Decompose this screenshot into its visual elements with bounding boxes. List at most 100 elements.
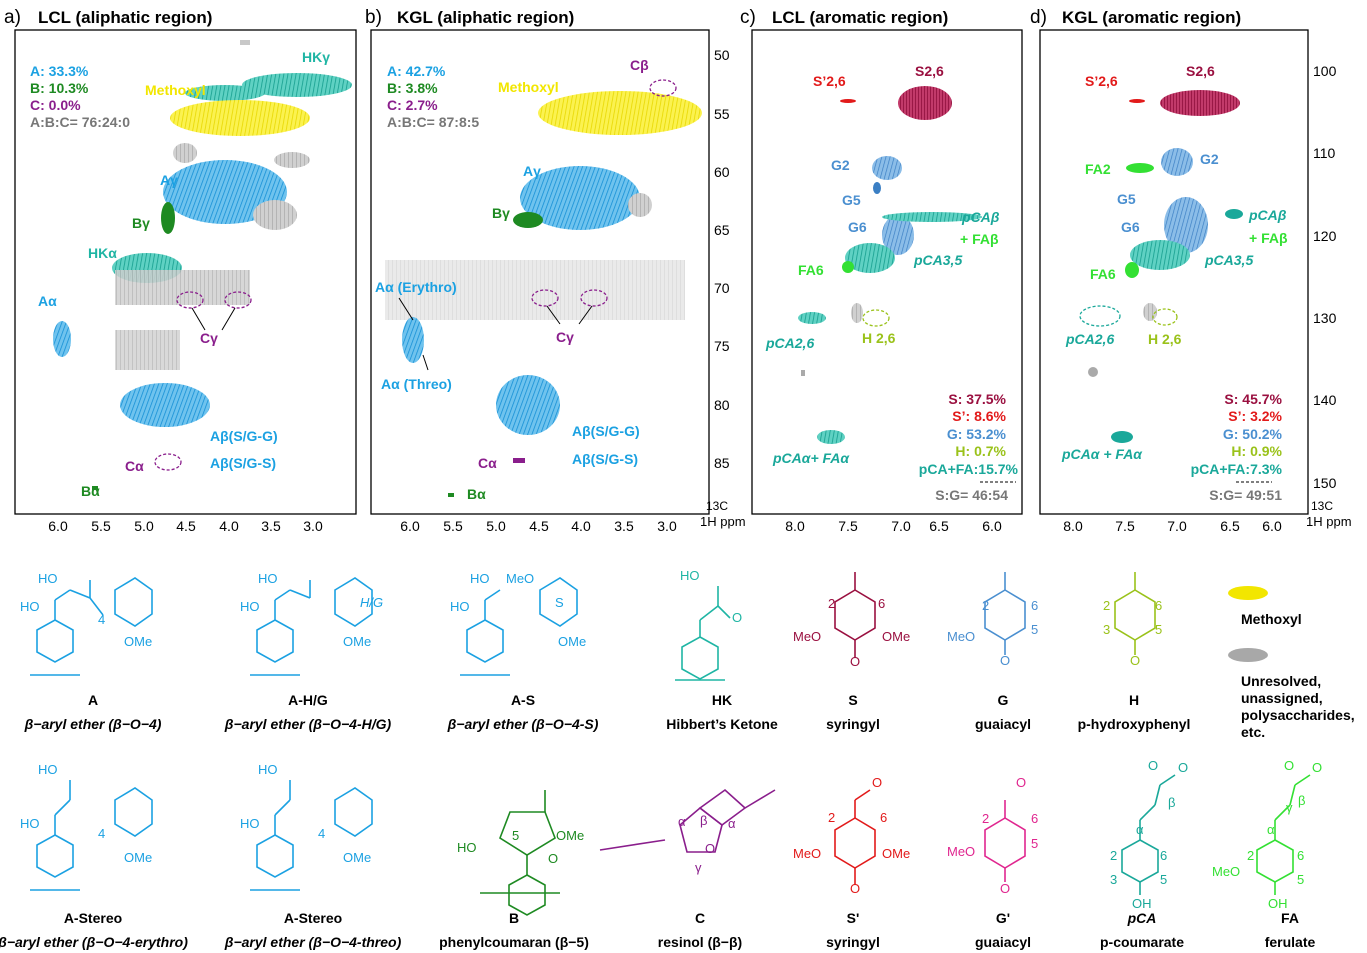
label-cb: Cβ	[630, 57, 649, 73]
text-ho: HO	[457, 840, 477, 855]
legend-unresolved-line: etc.	[1241, 724, 1265, 740]
text-alpha: α	[678, 814, 686, 829]
text-ho: HO	[258, 571, 278, 586]
panel-b-frame	[370, 29, 710, 515]
text-ho: HO	[258, 762, 278, 777]
s26-signal	[1160, 90, 1240, 116]
text-s: S	[555, 595, 564, 610]
caption-code: HK	[712, 692, 732, 708]
tick: 6.5	[929, 518, 949, 534]
label-ab1: Aβ(S/G-G)	[210, 428, 278, 444]
text-4: 4	[98, 612, 105, 627]
s26-signal	[898, 86, 952, 120]
caption-code: G	[998, 692, 1009, 708]
text-ho: HO	[450, 599, 470, 614]
panel-a-title: LCL (aliphatic region)	[38, 8, 212, 27]
label-s26p: S’2,6	[813, 73, 846, 89]
tick: 6.5	[1220, 518, 1240, 534]
structures-row-1: HO HO OMe 4 HO HO OMe H/G HO MeO	[20, 568, 1355, 740]
label-ca: Cα	[478, 455, 497, 471]
label-pca26: pCA2,6	[1065, 331, 1114, 347]
text-4: 4	[318, 826, 325, 841]
stat-ratio: A:B:C= 87:8:5	[387, 114, 479, 130]
text-oh: OH	[1132, 896, 1152, 911]
stat-pcafa: pCA+FA:7.3%	[1191, 461, 1283, 477]
label-g2: G2	[831, 157, 850, 173]
text-5: 5	[1160, 872, 1167, 887]
tick: 4.0	[571, 518, 591, 534]
tick: 5.5	[91, 518, 111, 534]
label-cg: Cγ	[556, 329, 574, 345]
tick: 3.5	[261, 518, 281, 534]
label-ag: Aγ	[160, 172, 178, 188]
text-o: O	[1284, 758, 1294, 773]
caption-name: guaiacyl	[975, 934, 1031, 950]
tick: 130	[1313, 310, 1337, 326]
tick: 5.0	[134, 518, 154, 534]
label-bg: Bγ	[132, 215, 150, 231]
axis-h1: 1H ppm	[700, 514, 746, 529]
text-5: 5	[1155, 622, 1162, 637]
caption-code: A-Stereo	[284, 910, 342, 926]
tick: 85	[714, 455, 730, 471]
tick: 5.0	[486, 518, 506, 534]
caption-code: A-H/G	[288, 692, 328, 708]
structure-a	[30, 577, 153, 676]
g2-signal	[1161, 148, 1193, 176]
label-aa: Aα	[38, 293, 57, 309]
text-2: 2	[828, 810, 835, 825]
label-ae: Aα (Erythro)	[375, 279, 457, 295]
legend-methoxyl-swatch	[1228, 586, 1268, 600]
panel-a: a) LCL (aliphatic region) A	[4, 7, 357, 534]
text-ho: HO	[38, 762, 58, 777]
label-cg: Cγ	[200, 330, 218, 346]
text-ho: HO	[38, 571, 58, 586]
structure-s-prime	[834, 789, 876, 885]
text-ome: OMe	[343, 850, 371, 865]
legend-unresolved-line: unassigned,	[1241, 690, 1323, 706]
label-g6: G6	[1121, 219, 1140, 235]
structure-a-threo	[250, 780, 373, 891]
stat-b: B: 3.8%	[387, 80, 438, 96]
label-pcaa: pCAα + FAα	[1061, 446, 1143, 462]
tick: 3.0	[657, 518, 677, 534]
label-ab2: Aβ(S/G-S)	[572, 451, 638, 467]
panel-c-title: LCL (aromatic region)	[772, 8, 948, 27]
panel-a-frame	[14, 29, 357, 515]
text-6: 6	[1031, 598, 1038, 613]
stat-b: B: 10.3%	[30, 80, 89, 96]
label-hkg: HKγ	[302, 49, 330, 65]
label-s26: S2,6	[1186, 63, 1215, 79]
text-meo: MeO	[947, 629, 975, 644]
label-s26p: S’2,6	[1085, 73, 1118, 89]
panel-a-spectrum	[53, 40, 352, 490]
structure-b	[480, 790, 560, 916]
label-fab: + FAβ	[1249, 230, 1288, 246]
legend-unresolved-swatch	[1228, 648, 1268, 662]
text-meo: MeO	[793, 629, 821, 644]
caption-name: β−aryl ether (β−O−4-H/G)	[224, 716, 392, 732]
text-ome: OMe	[882, 846, 910, 861]
stat-s: S: 45.7%	[1224, 391, 1282, 407]
panel-d-title: KGL (aromatic region)	[1062, 8, 1241, 27]
text-alpha: α	[1267, 822, 1275, 837]
axis-h1: 1H ppm	[1306, 514, 1352, 529]
label-pcab: pCAβ	[1248, 207, 1287, 223]
text-3: 3	[1103, 622, 1110, 637]
tick: 8.0	[1063, 518, 1083, 534]
hk-gamma-signal	[242, 73, 352, 97]
tick: 140	[1313, 392, 1337, 408]
caption-name: β−aryl ether (β−O−4-erythro)	[0, 934, 188, 950]
label-pcab: pCAβ	[961, 209, 1000, 225]
caption-name: syringyl	[826, 716, 880, 732]
label-ba: Bα	[467, 486, 486, 502]
structure-a-hg	[250, 577, 373, 676]
pca35-signal	[1130, 240, 1190, 270]
text-alpha: α	[1136, 822, 1144, 837]
text-beta: β	[1298, 793, 1305, 808]
label-pcaa: pCAα+ FAα	[772, 450, 850, 466]
caption-name: p-coumarate	[1100, 934, 1184, 950]
label-g6: G6	[848, 219, 867, 235]
label-fa6: FA6	[798, 262, 824, 278]
